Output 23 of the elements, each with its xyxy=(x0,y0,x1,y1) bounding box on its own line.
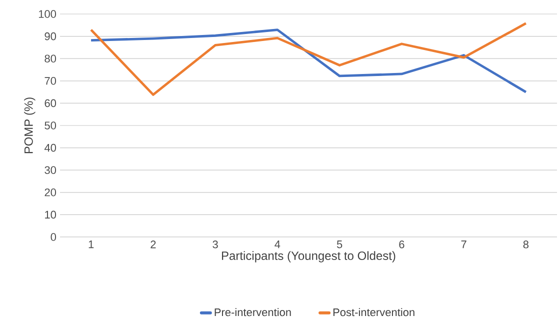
y-tick-label: 40 xyxy=(44,144,56,152)
x-axis-title: Participants (Youngest to Oldest) xyxy=(222,251,396,262)
y-tick-label: 30 xyxy=(44,166,56,174)
x-tick-label: 5 xyxy=(336,240,342,248)
y-tick-label: 70 xyxy=(44,77,56,85)
y-tick-label: 60 xyxy=(44,99,56,108)
y-tick-label: 90 xyxy=(44,32,56,40)
x-tick-label: 3 xyxy=(212,240,218,248)
x-tick-label: 1 xyxy=(88,240,94,248)
y-tick-label: 0 xyxy=(50,233,56,241)
y-tick-label: 100 xyxy=(38,10,56,18)
x-tick-label: 6 xyxy=(399,240,404,248)
y-tick-label: 20 xyxy=(44,188,56,196)
x-tick-label: 2 xyxy=(150,240,156,248)
y-tick-label: 80 xyxy=(44,54,56,62)
legend-label: Post-intervention xyxy=(333,308,414,316)
y-axis-title: POMP (%) xyxy=(24,98,36,154)
y-tick-label: 10 xyxy=(45,210,56,219)
x-tick-label: 4 xyxy=(274,240,280,248)
x-tick-label: 8 xyxy=(523,240,528,248)
x-tick-label: 7 xyxy=(461,240,466,248)
y-tick-label: 50 xyxy=(44,122,56,130)
legend-label: Pre-intervention xyxy=(214,308,291,316)
